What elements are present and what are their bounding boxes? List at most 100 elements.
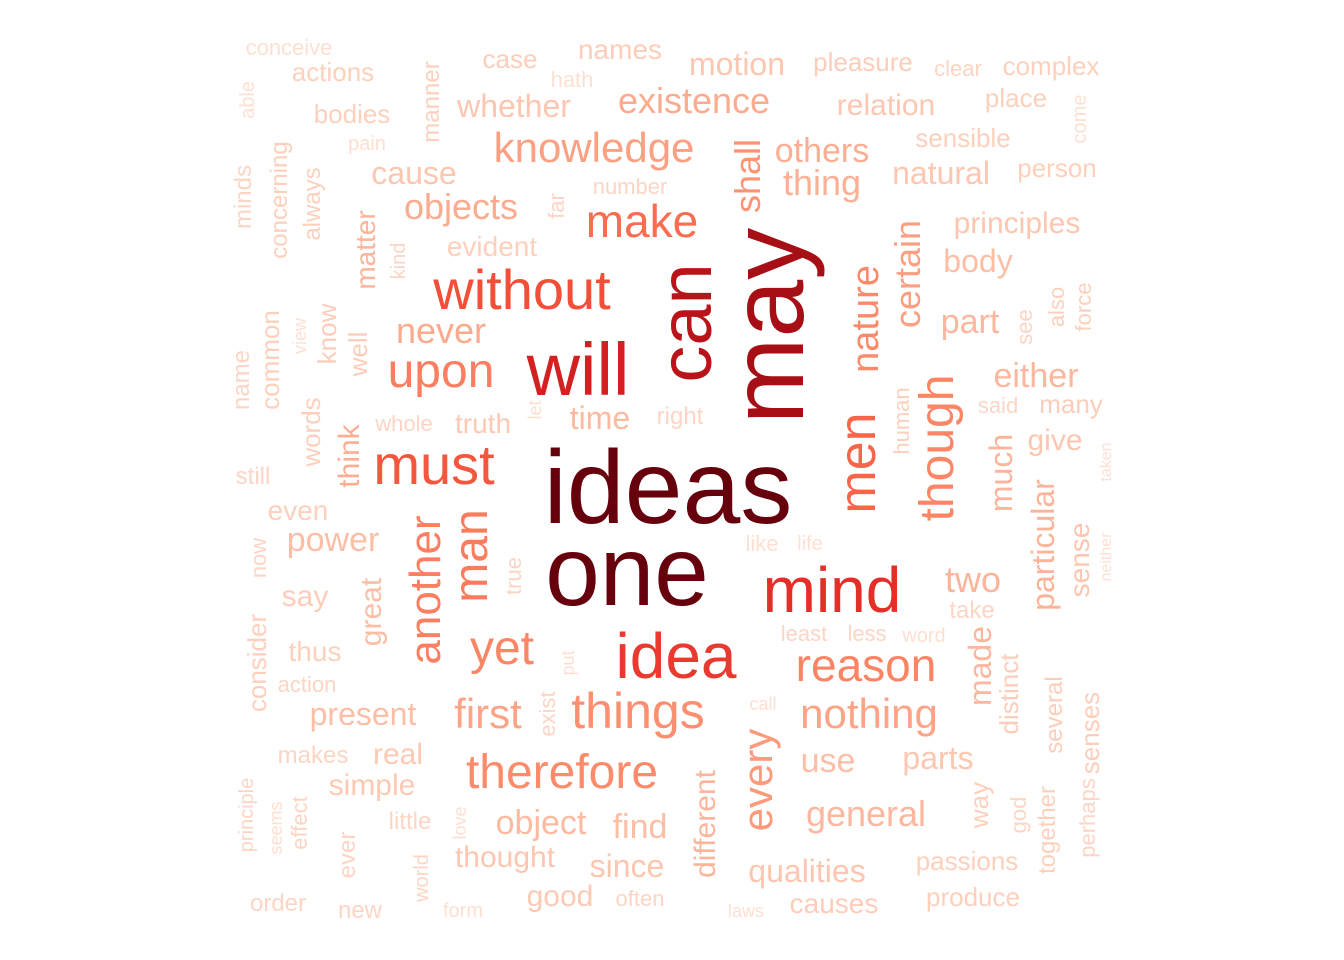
word-will: will xyxy=(526,328,630,411)
word-therefore: therefore xyxy=(465,746,659,799)
word-action: action xyxy=(277,672,337,697)
word-order: order xyxy=(249,890,307,917)
word-either: either xyxy=(993,357,1079,395)
word-makes: makes xyxy=(277,742,349,769)
word-find: find xyxy=(612,808,668,846)
word-far: far xyxy=(544,193,569,219)
word-natural: natural xyxy=(892,155,990,191)
word-simple: simple xyxy=(328,769,416,802)
word-true: true xyxy=(501,557,526,595)
word-common: common xyxy=(255,310,285,410)
word-great: great xyxy=(355,577,388,647)
word-said: said xyxy=(977,393,1019,418)
word-call: call xyxy=(749,694,777,714)
word-must: must xyxy=(373,433,495,496)
word-least: least xyxy=(780,621,828,646)
word-number: number xyxy=(592,174,668,199)
word-even: even xyxy=(267,495,329,526)
word-right: right xyxy=(656,403,704,430)
word-principle: principle xyxy=(236,777,258,853)
word-another: another xyxy=(401,515,450,665)
word-actions: actions xyxy=(291,57,375,87)
word-less: less xyxy=(847,621,887,646)
word-new: new xyxy=(337,897,383,924)
word-world: world xyxy=(411,854,433,902)
word-human: human xyxy=(889,387,914,455)
word-sensible: sensible xyxy=(915,123,1011,153)
word-produce: produce xyxy=(926,882,1020,912)
word-put: put xyxy=(558,650,578,676)
word-evident: evident xyxy=(446,231,538,262)
word-general: general xyxy=(805,793,927,834)
word-senses: senses xyxy=(1075,691,1105,775)
word-though: though xyxy=(911,374,964,522)
word-can: can xyxy=(644,263,727,383)
word-particular: particular xyxy=(1025,479,1061,611)
word-part: part xyxy=(940,303,1000,341)
word-first: first xyxy=(454,690,522,737)
word-ideas: ideas xyxy=(543,430,793,546)
word-word: word xyxy=(902,625,946,647)
word-bodies: bodies xyxy=(313,99,391,129)
word-force: force xyxy=(1071,282,1096,332)
word-case: case xyxy=(482,44,538,74)
word-always: always xyxy=(299,167,326,241)
word-manner: manner xyxy=(418,61,445,143)
word-thought: thought xyxy=(454,841,556,874)
word-consider: consider xyxy=(242,613,272,713)
word-time: time xyxy=(569,400,631,436)
word-real: real xyxy=(372,738,424,771)
word-two: two xyxy=(944,559,1002,600)
word-knowledge: knowledge xyxy=(493,124,695,171)
word-since: since xyxy=(589,848,665,884)
word-qualities: qualities xyxy=(748,853,866,889)
word-every: every xyxy=(734,728,781,832)
word-matter: matter xyxy=(350,210,381,290)
word-able: able xyxy=(237,81,259,119)
word-existence: existence xyxy=(617,80,771,121)
word-one: one xyxy=(545,516,709,626)
word-well: well xyxy=(343,331,373,377)
word-now: now xyxy=(246,537,271,579)
word-reason: reason xyxy=(795,639,937,691)
word-view: view xyxy=(290,317,310,355)
word-man: man xyxy=(445,509,498,603)
word-motion: motion xyxy=(688,46,786,82)
word-together: together xyxy=(1034,785,1061,875)
word-things: things xyxy=(571,683,705,739)
word-cause: cause xyxy=(371,155,457,191)
word-shall: shall xyxy=(727,138,768,214)
word-objects: objects xyxy=(403,186,519,227)
word-truth: truth xyxy=(454,408,512,439)
word-nature: nature xyxy=(845,265,887,373)
word-know: know xyxy=(312,303,342,365)
word-god: god xyxy=(1006,796,1031,834)
word-principles: principles xyxy=(953,207,1081,240)
word-make: make xyxy=(585,195,699,247)
word-body: body xyxy=(943,243,1013,279)
word-hath: hath xyxy=(550,67,594,92)
word-power: power xyxy=(286,521,380,559)
word-others: others xyxy=(774,132,870,170)
word-laws: laws xyxy=(727,901,765,921)
word-idea: idea xyxy=(615,620,737,692)
word-person: person xyxy=(1017,153,1097,183)
word-relation: relation xyxy=(836,89,936,122)
word-seems: seems xyxy=(266,801,286,855)
word-good: good xyxy=(526,880,594,913)
word-whether: whether xyxy=(457,88,571,124)
word-take: take xyxy=(949,597,995,624)
word-much: much xyxy=(983,433,1019,513)
word-yet: yet xyxy=(469,622,535,675)
word-parts: parts xyxy=(902,740,974,776)
word-mind: mind xyxy=(762,554,902,626)
word-sense: sense xyxy=(1064,522,1095,598)
word-effect: effect xyxy=(287,796,312,850)
word-present: present xyxy=(309,696,417,732)
word-thing: thing xyxy=(782,162,862,203)
word-whole: whole xyxy=(375,411,433,436)
word-object: object xyxy=(495,804,587,842)
word-still: still xyxy=(235,463,271,490)
word-ever: ever xyxy=(334,831,361,879)
word-complex: complex xyxy=(1002,51,1100,81)
